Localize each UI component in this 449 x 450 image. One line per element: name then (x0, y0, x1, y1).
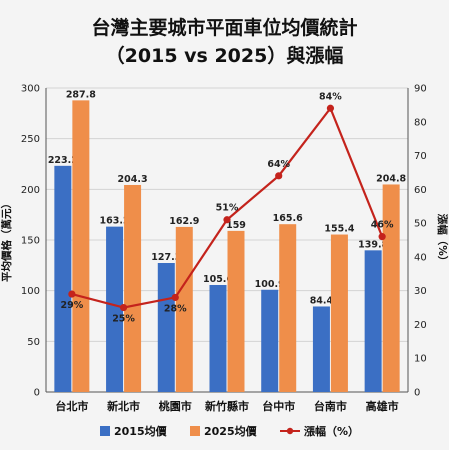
growth-data-label: 84% (319, 91, 342, 102)
y-tick-label: 200 (21, 185, 40, 196)
bar-2015 (312, 306, 330, 392)
x-tick-label: 台北市 (55, 399, 88, 413)
bar-data-label: 159 (226, 220, 246, 231)
bar-2025 (330, 234, 348, 392)
y2-tick-label: 0 (414, 388, 420, 399)
bar-data-label: 204.8 (376, 173, 406, 184)
y2-axis-title: 漲幅（%） (436, 214, 449, 267)
y2-tick-label: 20 (414, 320, 427, 331)
y2-tick-label: 40 (414, 252, 427, 263)
y-tick-label: 150 (21, 236, 40, 247)
legend: 2015均價 2025均價 漲幅（%） (100, 424, 359, 438)
bar-data-label: 105.6 (203, 274, 233, 285)
bar-2015 (54, 165, 72, 392)
growth-data-label: 46% (371, 220, 394, 231)
x-tick-label: 台中市 (262, 399, 295, 413)
growth-data-label: 25% (112, 314, 135, 325)
bar-data-label: 139.8 (358, 239, 388, 250)
bar-data-label: 127.3 (151, 252, 181, 263)
bar-2025 (227, 230, 245, 392)
bar-data-label: 223.2 (48, 155, 78, 166)
bar-data-label: 287.8 (66, 89, 96, 100)
y-tick-label: 50 (27, 337, 40, 348)
growth-point (223, 216, 231, 224)
x-tick-label: 新北市 (107, 399, 140, 413)
growth-data-label: 28% (164, 303, 187, 314)
y-tick-label: 300 (21, 84, 40, 95)
bar-2015 (157, 263, 175, 392)
y2-tick-label: 70 (414, 151, 427, 162)
y2-tick-label: 30 (414, 286, 427, 297)
growth-point (119, 303, 128, 312)
chart-title-line1: 台灣主要城市平面車位均價統計 (91, 16, 357, 39)
bar-data-label: 84.4 (310, 295, 334, 306)
x-tick-label: 台南市 (314, 399, 347, 413)
bar-2025 (279, 224, 297, 392)
bar-data-label: 162.9 (169, 216, 199, 227)
bar-2015 (364, 250, 382, 392)
y-tick-label: 250 (21, 134, 40, 145)
plot-area: 0 50 100 150 200 250 300 0 10 20 30 40 50 60 70 80 90 台北市… (21, 84, 427, 414)
bar-data-label: 165.6 (273, 213, 303, 224)
y2-tick-label: 50 (414, 219, 427, 230)
bar-2015 (261, 289, 279, 392)
growth-point (326, 104, 335, 112)
legend-label: 2025均價 (204, 424, 258, 438)
legend-label: 2015均價 (114, 424, 168, 438)
x-tick-label: 新竹縣市 (205, 399, 249, 413)
bar-2025 (175, 226, 193, 392)
y-tick-label: 100 (21, 286, 40, 297)
y-axis-title: 平均價格（萬元） (0, 198, 13, 282)
growth-point (378, 233, 386, 241)
bar-2015 (209, 284, 227, 392)
growth-point (275, 172, 283, 180)
bar-2025 (382, 184, 400, 392)
legend-label: 漲幅（%） (304, 424, 359, 438)
chart-title-line2: （2015 vs 2025）與漲幅 (106, 44, 344, 67)
legend-swatch (100, 426, 110, 436)
y2-tick-label: 60 (414, 185, 427, 196)
growth-point (68, 290, 76, 298)
y2-tick-label: 90 (414, 84, 427, 95)
bar-data-label: 163.2 (100, 216, 130, 227)
bar-2015 (106, 226, 124, 392)
legend-swatch (190, 426, 200, 436)
y-tick-label: 0 (34, 388, 40, 399)
bar-2025 (72, 100, 90, 392)
growth-data-label: 64% (267, 159, 290, 170)
x-tick-label: 桃園市 (159, 399, 192, 413)
bar-data-label: 204.3 (118, 174, 148, 185)
growth-data-label: 51% (216, 203, 239, 214)
legend-marker (286, 427, 294, 435)
x-tick-label: 高雄市 (366, 399, 399, 413)
y2-tick-label: 80 (414, 117, 427, 128)
growth-data-label: 29% (60, 300, 83, 311)
growth-point (171, 293, 179, 302)
y2-tick-label: 10 (414, 354, 427, 365)
bar-data-label: 155.4 (324, 224, 354, 235)
bar-2025 (124, 184, 142, 392)
bar-data-label: 100.9 (255, 279, 285, 290)
